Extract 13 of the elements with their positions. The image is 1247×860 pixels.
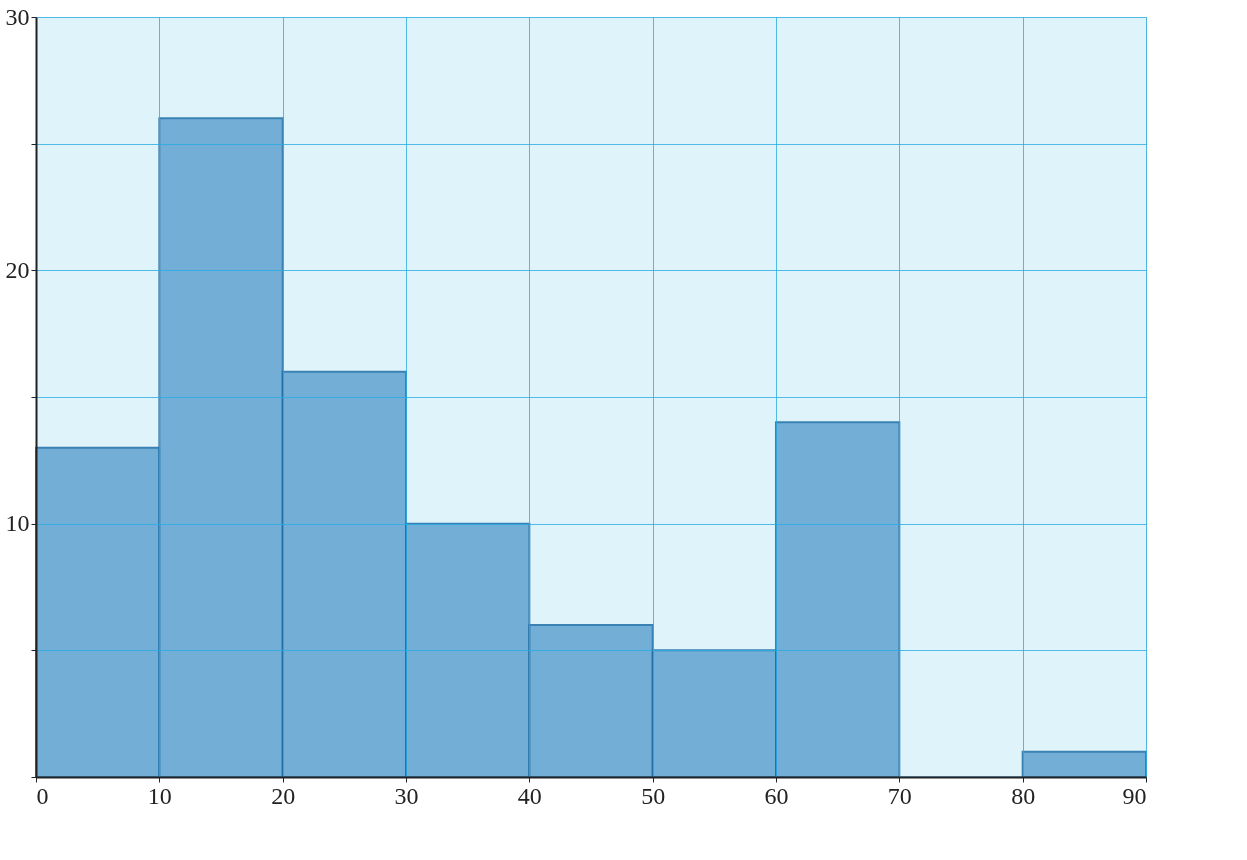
x-tick-label: 90: [1122, 782, 1147, 809]
x-tick-label: 80: [1011, 782, 1036, 809]
x-tick-label: 30: [394, 782, 419, 809]
y-tick-label: 30: [5, 3, 30, 30]
y-tick-label: 10: [5, 510, 30, 537]
x-tick-label: 10: [147, 782, 172, 809]
x-tick-label: 40: [517, 782, 542, 809]
x-tick-label: 20: [271, 782, 296, 809]
x-tick-label: 60: [764, 782, 789, 809]
y-tick-label: 20: [5, 256, 30, 283]
x-tick-label: 50: [641, 782, 666, 809]
x-tick-label: 0: [36, 782, 49, 809]
x-tick-label: 70: [887, 782, 912, 809]
